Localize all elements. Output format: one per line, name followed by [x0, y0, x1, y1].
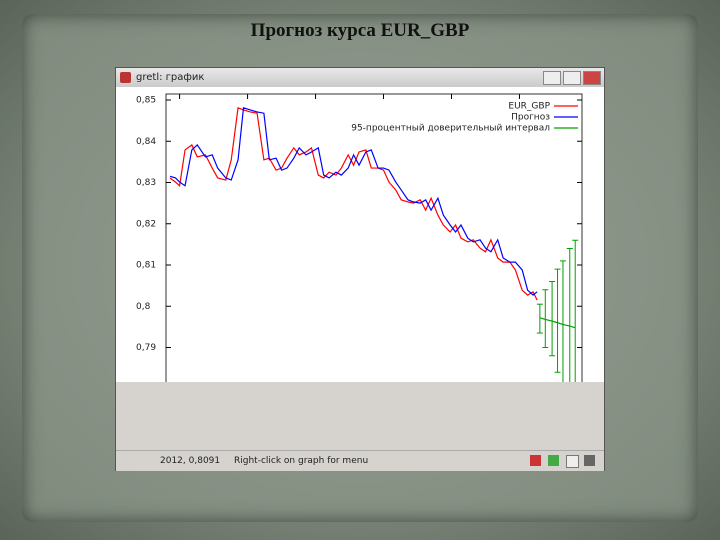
grid-icon[interactable]: [566, 455, 579, 468]
y-tick-label: 0,79: [136, 343, 156, 353]
close-button[interactable]: [583, 71, 601, 85]
close-plot-icon[interactable]: [584, 455, 595, 466]
status-hint: Right-click on graph for menu: [234, 456, 369, 466]
pdf-icon[interactable]: [530, 455, 541, 466]
legend-label: Прогноз: [511, 113, 550, 123]
series-line: [169, 107, 538, 296]
y-tick-label: 0,84: [136, 137, 156, 147]
y-tick-label: 0,82: [136, 219, 156, 229]
maximize-button[interactable]: [563, 71, 581, 85]
window-title: gretl: график: [136, 72, 205, 83]
status-coords: 2012, 0,8091: [160, 456, 221, 466]
app-icon: [120, 72, 131, 83]
chart: 0,770,780,790,80,810,820,830,840,852012,…: [116, 87, 604, 382]
series-line: [169, 107, 538, 301]
legend-label: EUR_GBP: [508, 102, 550, 112]
y-tick-label: 0,8: [136, 302, 151, 312]
y-tick-label: 0,85: [136, 96, 156, 106]
legend-label: 95-процентный доверительный интервал: [351, 124, 550, 134]
status-bar: 2012, 0,8091 Right-click on graph for me…: [116, 450, 604, 471]
title-bar: gretl: график: [116, 68, 604, 88]
y-tick-label: 0,81: [136, 261, 156, 271]
slide-title: Прогноз курса EUR_GBP: [250, 20, 470, 41]
window-buttons: [541, 71, 601, 93]
edit-icon[interactable]: [548, 455, 559, 466]
y-tick-label: 0,83: [136, 178, 156, 188]
minimize-button[interactable]: [543, 71, 561, 85]
plot-area: [116, 87, 604, 382]
